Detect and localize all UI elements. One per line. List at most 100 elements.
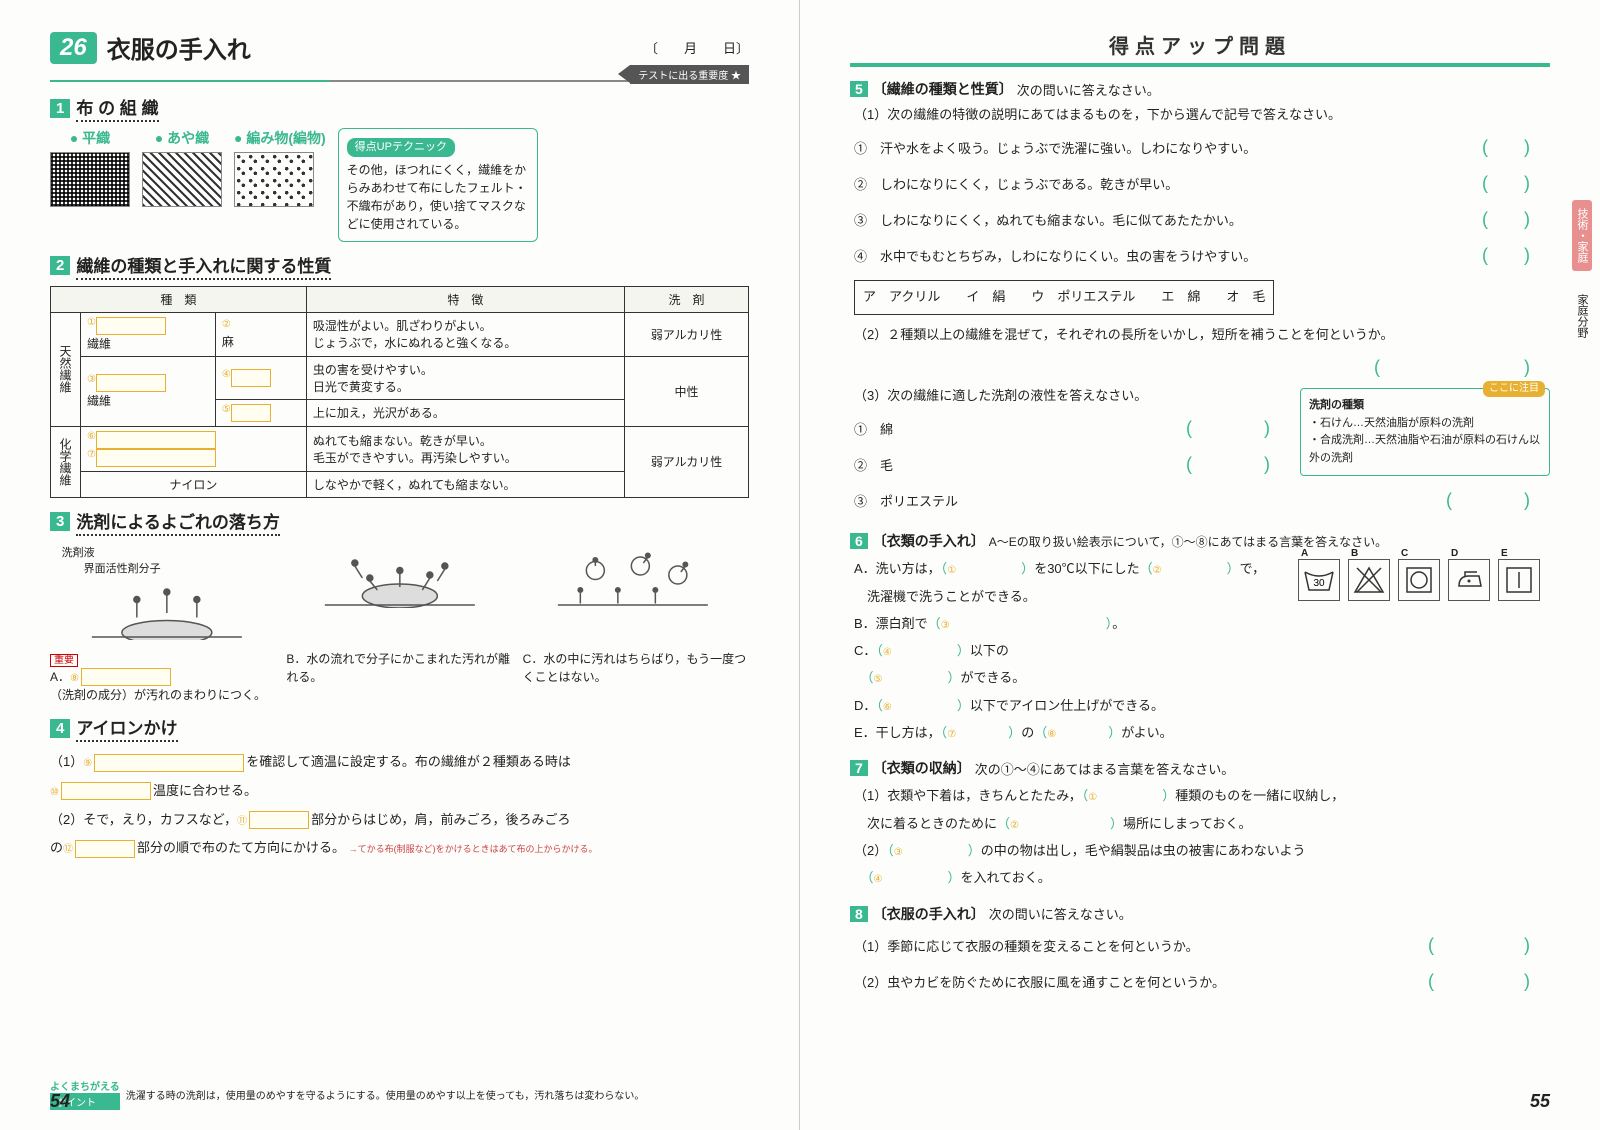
section-title: 洗剤によるよごれの落ち方 — [76, 508, 280, 536]
blank-input[interactable] — [61, 782, 151, 800]
q-lead: 次の問いに答えなさい。 — [1017, 80, 1160, 99]
text: 温度に合わせる。 — [153, 783, 257, 798]
item: （1）季節に応じて衣服の種類を変えることを何というか。 — [854, 935, 1199, 960]
cell: ④ — [215, 356, 306, 399]
divider — [850, 63, 1550, 67]
blank-input[interactable] — [75, 840, 135, 858]
blank-input[interactable] — [231, 369, 271, 387]
right-header-title: 得点アップ問題 — [850, 30, 1550, 59]
text: 以下でアイロン仕上げができる。 — [970, 698, 1164, 713]
answer-blank[interactable] — [1374, 357, 1550, 377]
blank-input[interactable] — [96, 374, 166, 392]
detergent-diagram: 洗剤液 界面活性剤分子 — [50, 544, 749, 644]
weave-row: ● 平織 ● あや織 ● 編み物(編物) 得点UPテクニック その他，ほつれにく… — [50, 128, 749, 242]
cell: ⑤ — [215, 399, 306, 426]
page-left: 26 衣服の手入れ 〔 月 日〕 テストに出る重要度 ★ 1 布 の 組 織 ●… — [0, 0, 800, 1130]
cell-feature: 吸湿性がよい。肌ざわりがよい。 じょうぶで，水にぬれると強くなる。 — [306, 312, 624, 356]
item: ④ 水中でもむとちぢみ，しわになりにくい。虫の害をうけやすい。 — [854, 245, 1256, 270]
cell: ナイロン — [81, 471, 307, 497]
cell: ②麻 — [215, 312, 306, 356]
diag-label: 洗剤液 — [62, 547, 95, 559]
text: （2）そで，えり，カフスなど， — [50, 812, 237, 827]
q-title: 〔衣類の収納〕 — [873, 758, 971, 778]
diag-icon — [62, 580, 272, 640]
text: 場所にしまっておく。 — [1123, 816, 1251, 831]
text: 部分からはじめ，肩，前みごろ，後ろみごろ — [311, 812, 570, 827]
chapter-header: 26 衣服の手入れ 〔 月 日〕 テストに出る重要度 ★ — [50, 30, 749, 65]
blank-input[interactable] — [81, 668, 171, 686]
side-tab: 技術・家庭 — [1572, 200, 1592, 271]
blank-input[interactable] — [249, 811, 309, 829]
cell-label: 麻 — [222, 335, 234, 349]
sub-q: （1）次の繊維の特徴の説明にあてはまるものを，下から選んで記号で答えなさい。 — [854, 103, 1550, 128]
diag-label: 界面活性剤分子 — [84, 563, 161, 575]
right-header: 得点アップ問題 — [850, 30, 1550, 67]
iron-icon: D — [1448, 559, 1490, 601]
tip-body: その他，ほつれにくく，繊維をからみあわせて布にしたフェルト・不織布があり，使い捨… — [347, 161, 529, 233]
answer-blank[interactable] — [1482, 238, 1550, 272]
text: 次に着るときのために — [867, 816, 997, 831]
footer-text: 洗濯する時の洗剤は，使用量のめやすを守るようにする。使用量のめやす以上を使っても… — [126, 1087, 645, 1102]
text: 洗濯機で洗うことができる。 — [867, 589, 1036, 604]
blank-input[interactable] — [231, 404, 271, 422]
answer-blank[interactable] — [1428, 964, 1550, 998]
answer-blank[interactable] — [1186, 411, 1290, 445]
q5-head: 5 〔繊維の種類と性質〕 次の問いに答えなさい。 — [850, 79, 1550, 99]
cell-label: 繊維 — [87, 394, 111, 408]
text: 種類のものを一緒に収納し， — [1175, 788, 1344, 803]
weave-plain: ● 平織 — [50, 128, 130, 207]
text: E．干し方は， — [854, 725, 941, 740]
blank-input[interactable] — [96, 317, 166, 335]
q-lead: A～Eの取り扱い絵表示について，①～⑧にあてはまる言葉を答えなさい。 — [989, 533, 1387, 550]
option-row: ア アクリル イ 絹 ウ ポリエステル エ 綿 オ 毛 — [854, 280, 1274, 315]
section2-head: 2 繊維の種類と手入れに関する性質 — [50, 252, 749, 280]
q8-body: （1）季節に応じて衣服の種類を変えることを何というか。 （2）虫やカビを防ぐため… — [854, 928, 1550, 998]
chapter-title: 衣服の手入れ — [107, 30, 251, 65]
text: C． — [854, 643, 876, 658]
date-field: 〔 月 日〕 — [645, 38, 749, 57]
answer-blank[interactable] — [1482, 166, 1550, 200]
cell: ③繊維 — [81, 356, 216, 426]
weave-pattern-icon — [50, 152, 130, 207]
answer-blank[interactable] — [1446, 483, 1550, 517]
blank-input[interactable] — [96, 431, 216, 449]
section-num: 3 — [50, 512, 70, 531]
text: を確認して適温に設定する。布の繊維が２種類ある時は — [246, 754, 571, 769]
tip-box: 得点UPテクニック その他，ほつれにくく，繊維をからみあわせて布にしたフェルト・… — [338, 128, 538, 242]
sub-q: （2）２種類以上の繊維を混ぜて，それぞれの長所をいかし，短所を補うことを何という… — [854, 323, 1393, 348]
page-right: 得点アップ問題 技術・家庭 家庭分野 5 〔繊維の種類と性質〕 次の問いに答えな… — [800, 0, 1600, 1130]
text: B．漂白剤で — [854, 616, 928, 631]
diag-icon — [528, 548, 738, 608]
explain-row: 重要 A．⑧ （洗剤の成分）が汚れのまわりにつく。 B．水の流れで分子にかこまれ… — [50, 650, 749, 705]
page-number: 55 — [1530, 1091, 1550, 1112]
text: ができる。 — [961, 670, 1026, 685]
attention-box: ここに注目 洗剤の種類 ・石けん…天然油脂が原料の洗剤 ・合成洗剤…天然油脂や石… — [1300, 388, 1550, 476]
weave-pattern-icon — [142, 152, 222, 207]
blank-input[interactable] — [94, 754, 244, 772]
text: の — [50, 840, 63, 855]
text: （1）衣類や下着は，きちんとたたみ， — [854, 788, 1082, 803]
attention-title: 洗剤の種類 — [1309, 399, 1364, 411]
iron-text: （1）⑨を確認して適温に設定する。布の繊維が２種類ある時は ⑩温度に合わせる。 — [50, 748, 749, 805]
answer-blank[interactable] — [1482, 130, 1550, 164]
th-detergent: 洗 剤 — [624, 286, 748, 312]
important-tag: 重要 — [50, 654, 78, 667]
text: を30℃以下にした — [1034, 561, 1139, 576]
q6-head: 6 〔衣類の手入れ〕 A～Eの取り扱い絵表示について，①～⑧にあてはまる言葉を答… — [850, 531, 1550, 551]
note: →てかる布(制服など)をかけるときはあて布の上からかける。 — [349, 844, 598, 854]
item: ③ しわになりにくく，ぬれても縮まない。毛に似てあたたかい。 — [854, 209, 1242, 234]
answer-blank[interactable] — [1428, 928, 1550, 962]
text: （2） — [854, 843, 887, 858]
cat-natural: 天然繊維 — [51, 312, 81, 426]
section-num: 4 — [50, 719, 70, 738]
weave-label: ● 編み物(編物) — [234, 128, 326, 148]
cell: ⑥⑦ — [81, 426, 307, 471]
weave-pattern-icon — [234, 152, 314, 207]
answer-blank[interactable] — [1186, 447, 1290, 481]
care-icons: A30 B C D E — [1298, 559, 1540, 601]
q-num: 5 — [850, 81, 868, 97]
q-title: 〔衣類の手入れ〕 — [873, 531, 985, 551]
blank-input[interactable] — [96, 449, 216, 467]
q7-body: （1）衣類や下着は，きちんとたたみ，（① ）種類のものを一緒に収納し， 次に着る… — [854, 782, 1550, 891]
answer-blank[interactable] — [1482, 202, 1550, 236]
